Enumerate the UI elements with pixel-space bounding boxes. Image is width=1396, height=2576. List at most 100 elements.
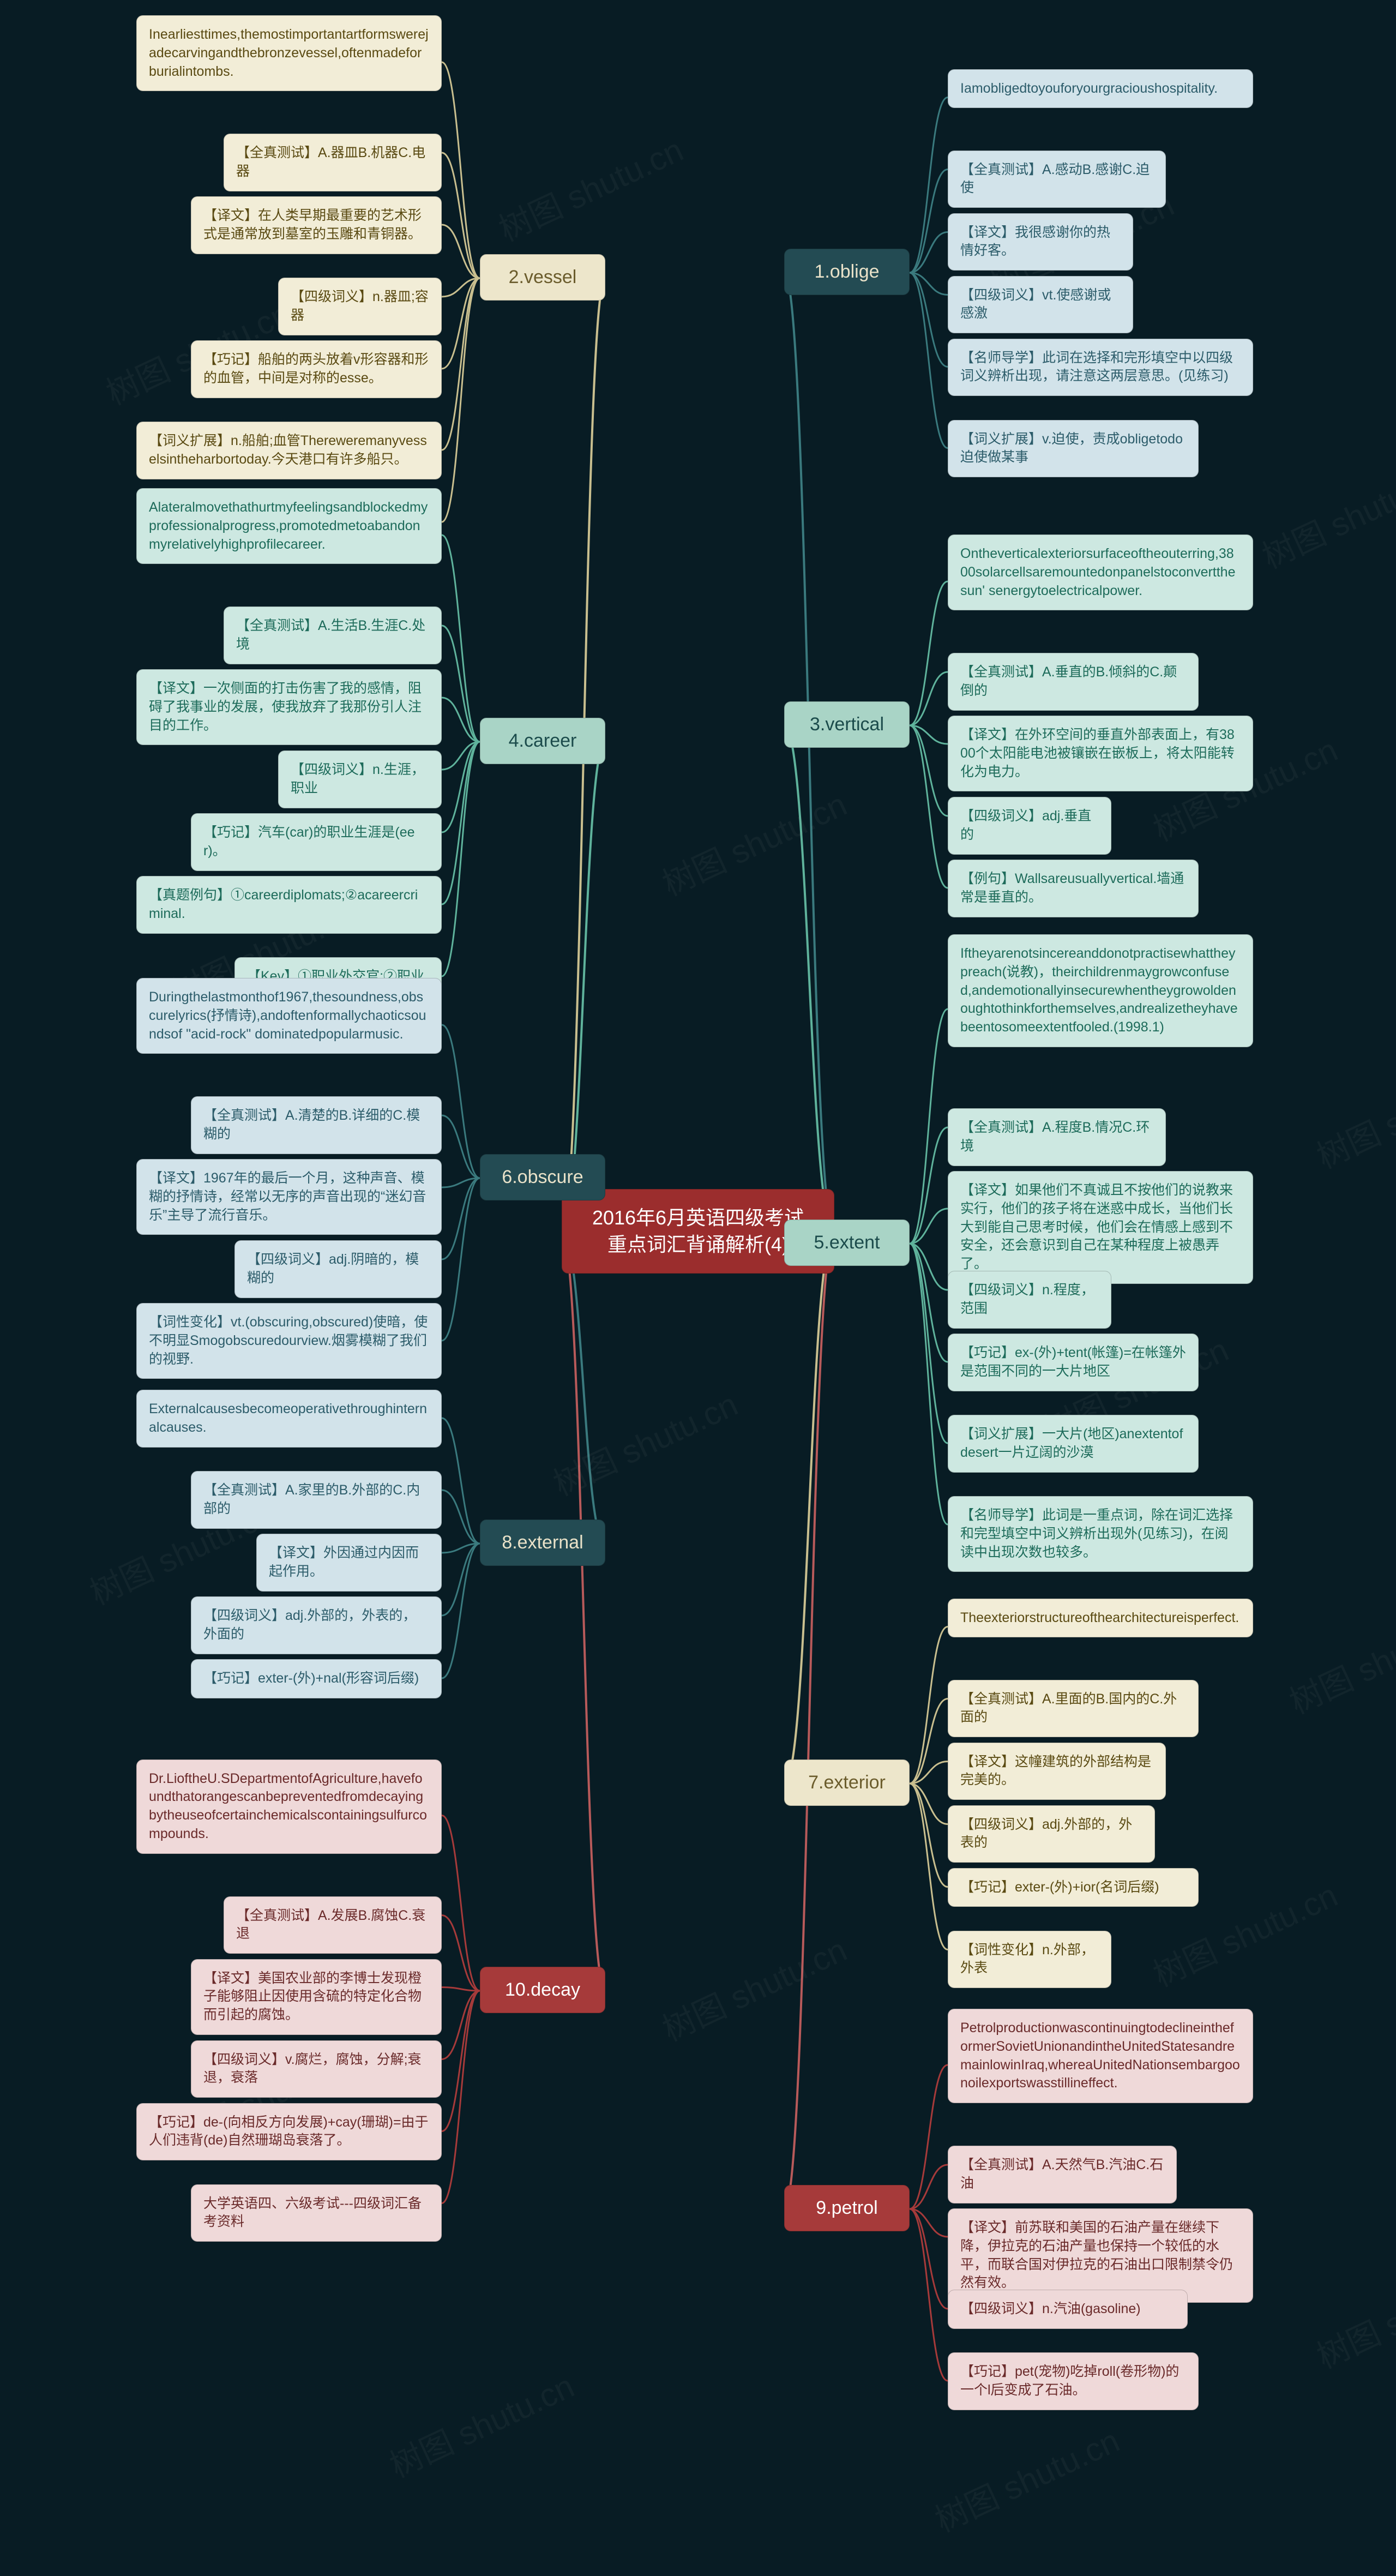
branch-label: 7.exterior xyxy=(808,1772,886,1793)
connector xyxy=(910,273,948,367)
leaf-external-0: Externalcausesbecomeoperativethroughinte… xyxy=(136,1390,442,1448)
connector xyxy=(442,1178,480,1259)
leaf-petrol-1: 【全真测试】A.天然气B.汽油C.石油 xyxy=(948,2146,1177,2203)
watermark: 树图 shutu.cn xyxy=(381,2360,581,2487)
leaf-vessel-1: 【全真测试】A.器皿B.机器C.电器 xyxy=(224,134,442,191)
connector xyxy=(910,725,948,888)
connector xyxy=(910,1784,948,1824)
connector xyxy=(442,278,480,522)
leaf-extent-1: 【全真测试】A.程度B.情况C.环境 xyxy=(948,1108,1166,1166)
leaf-petrol-2: 【译文】前苏联和美国的石油产量在继续下降，伊拉克的石油产量也保持一个较低的水平，… xyxy=(948,2208,1253,2303)
leaf-extent-0: Iftheyarenotsincereanddonotpractisewhatt… xyxy=(948,934,1253,1047)
connector xyxy=(910,273,948,448)
leaf-petrol-3: 【四级词义】n.汽油(gasoline) xyxy=(948,2290,1188,2329)
connector xyxy=(442,1544,480,1616)
connector xyxy=(442,1991,480,2203)
connector xyxy=(442,698,480,742)
branch-career: 4.career xyxy=(480,718,605,764)
branch-label: 9.petrol xyxy=(816,2197,877,2218)
leaf-external-1: 【全真测试】A.家里的B.外部的C.内部的 xyxy=(191,1471,442,1529)
leaf-vertical-4: 【例句】Wallsareusuallyvertical.墙通常是垂直的。 xyxy=(948,860,1199,917)
leaf-oblige-0: Iamobligedtoyouforyourgracioushospitalit… xyxy=(948,69,1253,109)
branch-vertical: 3.vertical xyxy=(784,701,910,748)
connector xyxy=(910,2209,948,2237)
leaf-exterior-0: Theexteriorstructureofthearchitectureisp… xyxy=(948,1599,1253,1638)
leaf-obscure-4: 【词性变化】vt.(obscuring,obscured)使暗，使不明显Smog… xyxy=(136,1303,442,1379)
branch-exterior: 7.exterior xyxy=(784,1760,910,1806)
connector xyxy=(910,1244,948,1443)
leaf-exterior-1: 【全真测试】A.里面的B.国内的C.外面的 xyxy=(948,1680,1199,1738)
connector xyxy=(910,1762,948,1784)
connector xyxy=(910,273,948,295)
connector xyxy=(442,1544,480,1678)
branch-decay: 10.decay xyxy=(480,1967,605,2013)
connector xyxy=(442,1991,480,2059)
branch-oblige: 1.oblige xyxy=(784,249,910,295)
connector xyxy=(910,1784,948,1950)
branch-label: 10.decay xyxy=(505,1979,580,2000)
leaf-decay-1: 【全真测试】A.发展B.腐蚀C.衰退 xyxy=(224,1896,442,1954)
connector xyxy=(910,1699,948,1784)
connector xyxy=(910,1209,948,1244)
connector xyxy=(784,1233,834,1784)
connector xyxy=(442,153,480,278)
leaf-oblige-5: 【词义扩展】v.迫使，责成obligetodo迫使做某事 xyxy=(948,420,1199,478)
connector xyxy=(910,2065,948,2209)
leaf-obscure-3: 【四级词义】adj.阴暗的，模糊的 xyxy=(234,1240,442,1298)
connector xyxy=(910,1244,948,1362)
leaf-vessel-3: 【四级词义】n.器皿;容器 xyxy=(278,278,442,335)
watermark: 树图 shutu.cn xyxy=(926,2415,1126,2541)
connector xyxy=(910,672,948,725)
branch-petrol: 9.petrol xyxy=(784,2185,910,2231)
watermark: 树图 shutu.cn xyxy=(1281,1596,1396,1723)
root-line1: 2016年6月英语四级考试 xyxy=(579,1205,817,1232)
connector xyxy=(784,273,834,1233)
leaf-oblige-1: 【全真测试】A.感动B.感谢C.迫使 xyxy=(948,151,1166,208)
leaf-career-2: 【译文】一次侧面的打击伤害了我的感情，阻碍了我事业的发展，使我放弃了我那份引人注… xyxy=(136,669,442,745)
connector xyxy=(442,1544,480,1553)
leaf-obscure-0: Duringthelastmonthof1967,thesoundness,ob… xyxy=(136,978,442,1054)
connector xyxy=(442,1178,480,1187)
leaf-extent-4: 【巧记】ex-(外)+tent(帐篷)=在帐篷外是范围不同的一大片地区 xyxy=(948,1334,1199,1391)
watermark: 树图 shutu.cn xyxy=(654,778,853,905)
leaf-oblige-4: 【名师导学】此词在选择和完形填空中以四级词义辨析出现，请注意这两层意思。(见练习… xyxy=(948,339,1253,397)
leaf-decay-2: 【译文】美国农业部的李博士发现橙子能够阻止因使用含硫的特定化合物而引起的腐蚀。 xyxy=(191,1959,442,2035)
connector xyxy=(442,1816,480,1991)
connector xyxy=(910,170,948,273)
connector xyxy=(442,62,480,278)
leaf-vessel-4: 【巧记】船舶的两头放着v形容器和形的血管，中间是对称的esse。 xyxy=(191,340,442,398)
leaf-vessel-0: Inearliesttimes,themostimportantartforms… xyxy=(136,15,442,91)
connector xyxy=(442,626,480,742)
connector xyxy=(442,1987,480,1991)
leaf-vertical-0: Ontheverticalexteriorsurfaceoftheouterri… xyxy=(948,535,1253,610)
leaf-external-3: 【四级词义】adj.外部的，外表的，外面的 xyxy=(191,1596,442,1654)
leaf-exterior-4: 【巧记】exter-(外)+ior(名词后缀) xyxy=(948,1868,1199,1907)
branch-label: 6.obscure xyxy=(502,1167,583,1187)
leaf-petrol-0: Petrolproductionwascontinuingtodeclinein… xyxy=(948,2009,1253,2103)
connector xyxy=(442,278,480,297)
connector xyxy=(442,278,480,369)
leaf-obscure-2: 【译文】1967年的最后一个月，这种声音、模糊的抒情诗，经常以无序的声音出现的“… xyxy=(136,1159,442,1235)
leaf-career-1: 【全真测试】A.生活B.生涯C.处境 xyxy=(224,607,442,664)
leaf-external-4: 【巧记】exter-(外)+nal(形容词后缀) xyxy=(191,1659,442,1698)
branch-label: 2.vessel xyxy=(509,267,577,287)
branch-label: 1.oblige xyxy=(814,261,879,282)
connector xyxy=(910,98,948,273)
connector xyxy=(910,1244,948,1290)
connector xyxy=(562,1233,605,1991)
branch-vessel: 2.vessel xyxy=(480,254,605,301)
leaf-oblige-2: 【译文】我很感谢你的热情好客。 xyxy=(948,213,1133,271)
connector xyxy=(442,742,480,770)
watermark: 树图 shutu.cn xyxy=(1308,2251,1396,2377)
leaf-external-2: 【译文】外因通过内因而起作用。 xyxy=(256,1534,442,1592)
connector xyxy=(442,1025,480,1178)
leaf-exterior-3: 【四级词义】adj.外部的，外表的 xyxy=(948,1805,1155,1863)
connector xyxy=(562,1233,605,1544)
connector xyxy=(910,1784,948,1887)
connector xyxy=(442,225,480,278)
leaf-vertical-3: 【四级词义】adj.垂直的 xyxy=(948,797,1111,855)
branch-label: 3.vertical xyxy=(810,714,884,735)
leaf-extent-5: 【词义扩展】一大片(地区)anextentofdesert一片辽阔的沙漠 xyxy=(948,1415,1199,1473)
leaf-extent-2: 【译文】如果他们不真诚且不按他们的说教来实行，他们的孩子将在迷惑中成长，当他们长… xyxy=(948,1171,1253,1284)
connector xyxy=(442,1418,480,1544)
